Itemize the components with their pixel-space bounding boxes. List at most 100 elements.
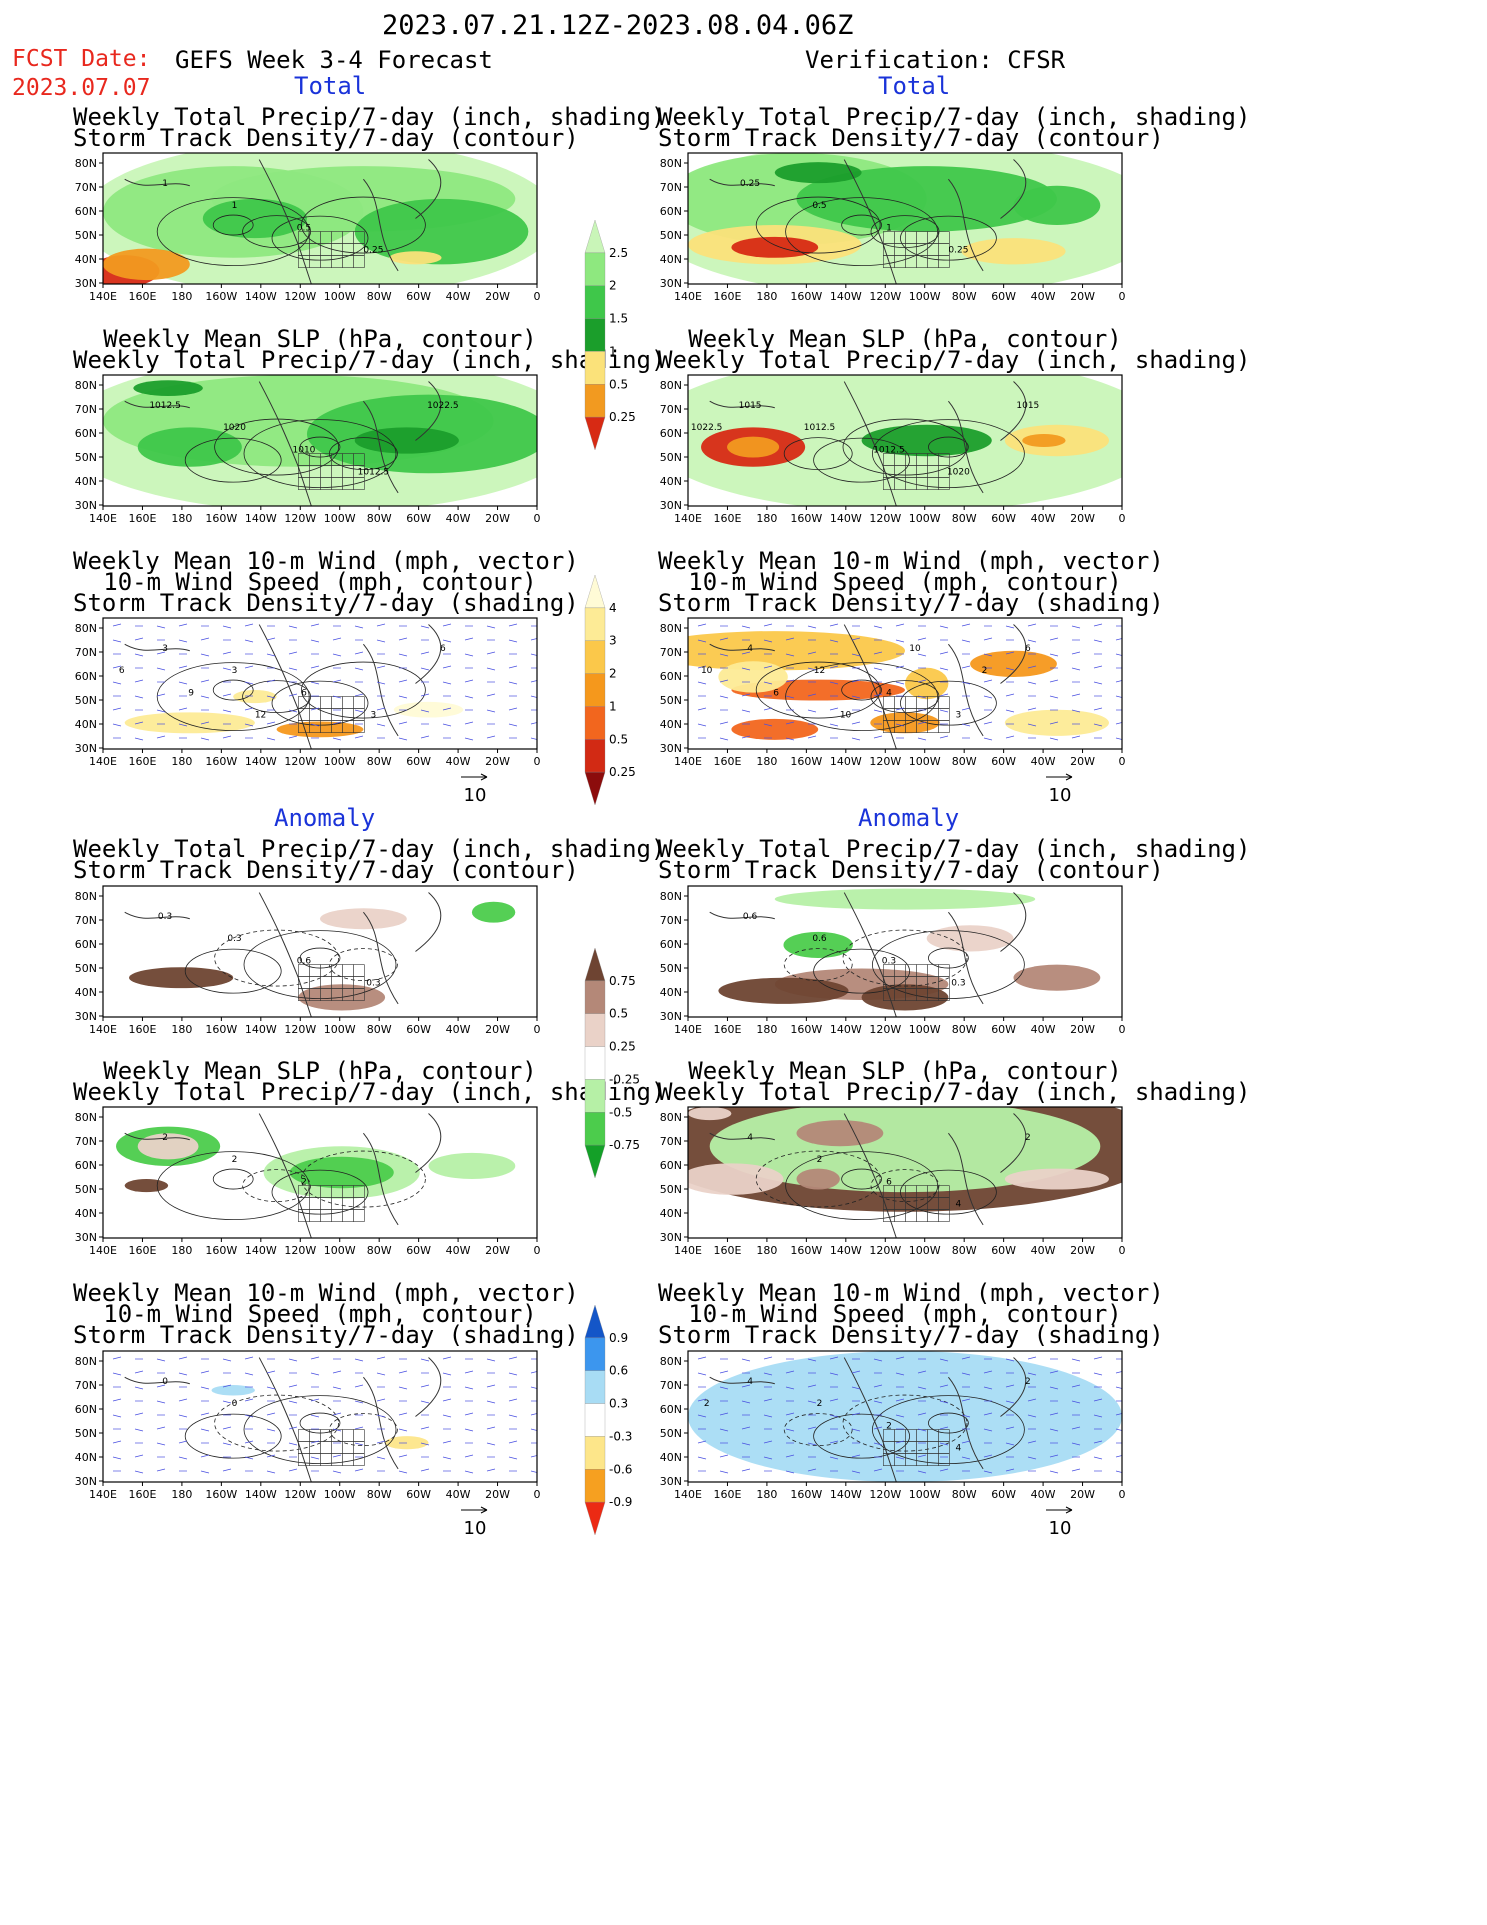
contour-line — [841, 1168, 883, 1190]
contour-label: 1015 — [1016, 401, 1039, 411]
lat-label: 40N — [660, 1451, 682, 1464]
lon-label: 60W — [406, 1244, 431, 1257]
colorbar-label: 1.5 — [609, 312, 628, 326]
wind-vector — [961, 623, 971, 627]
lon-label: 140W — [830, 1244, 862, 1257]
contour-label: 1012.5 — [149, 401, 181, 411]
contour-line — [783, 948, 853, 981]
lon-label: 140W — [830, 1023, 862, 1036]
lat-label: 60N — [75, 938, 97, 951]
colorbar-label: -0.5 — [609, 1105, 632, 1119]
wind-vector — [310, 681, 320, 685]
lon-label: 160W — [790, 1488, 822, 1501]
wind-vector — [442, 1372, 452, 1376]
colorbar-storm-anom: 0.9 0.6 0.3 -0.3 -0.6 -0.9 — [584, 1305, 632, 1536]
wind-vector — [873, 1442, 883, 1446]
lon-label: 140E — [89, 512, 117, 525]
wind-vector — [486, 709, 496, 713]
lon-label: 0 — [534, 1023, 541, 1036]
wind-vector — [486, 1426, 496, 1430]
wind-vector — [508, 707, 518, 711]
wind-vector — [917, 737, 927, 741]
wind-vector — [1049, 721, 1059, 725]
contour-label: 4 — [747, 1133, 753, 1143]
wind-vector — [873, 709, 883, 713]
shaded-region — [124, 712, 255, 734]
wind-vector — [1093, 1414, 1103, 1418]
lat-label: 50N — [75, 451, 97, 464]
panel-title-line: Storm Track Density/7-day (shading) — [658, 1321, 1164, 1349]
wind-vector — [917, 1370, 927, 1374]
wind-vector — [1115, 737, 1122, 740]
shaded-region — [727, 436, 780, 458]
wind-vector — [741, 709, 751, 713]
contour-label: 0.3 — [227, 934, 241, 944]
contour-label: 2 — [162, 1133, 168, 1143]
wind-vector — [873, 1468, 883, 1472]
wind-vector — [398, 1454, 408, 1458]
lat-label: 50N — [75, 962, 97, 975]
contour-line — [212, 214, 254, 236]
lat-label: 80N — [75, 157, 97, 170]
shaded-region — [861, 984, 949, 1011]
wind-vector — [266, 737, 276, 741]
wind-vector — [873, 1384, 883, 1388]
wind-vector — [508, 1440, 518, 1444]
wind-vector — [983, 1454, 993, 1458]
wind-vector — [917, 1470, 927, 1474]
wind-vector — [1093, 665, 1103, 669]
wind-vector — [464, 679, 474, 683]
lon-label: 160E — [713, 1244, 741, 1257]
section-total-left: Total — [294, 72, 367, 100]
lon-label: 140W — [245, 1488, 277, 1501]
contour-label: 0 — [162, 1377, 168, 1387]
shaded-region — [133, 380, 203, 396]
wind-vector — [508, 681, 518, 685]
wind-vector — [697, 681, 707, 685]
wind-vector — [266, 1428, 276, 1432]
wind-vector — [961, 707, 971, 711]
wind-vector — [376, 1356, 386, 1360]
lat-label: 30N — [75, 742, 97, 755]
wind-vector — [939, 1468, 949, 1472]
contour-label: 1010 — [293, 445, 316, 455]
wind-vector — [939, 735, 949, 739]
wind-vector — [398, 737, 408, 741]
wind-vector — [741, 667, 751, 671]
shaded-region — [389, 251, 442, 265]
wind-vector — [807, 735, 817, 739]
wind-vector — [310, 707, 320, 711]
lat-label: 70N — [660, 403, 682, 416]
lon-label: 160W — [205, 290, 237, 303]
panel-title-line: 10-m Wind Speed (mph, contour) — [688, 568, 1122, 596]
contour-line — [813, 1413, 911, 1459]
wind-vector — [1027, 1456, 1037, 1460]
wind-vector — [983, 695, 993, 699]
wind-vector — [354, 1468, 364, 1472]
lon-label: 20W — [485, 512, 510, 525]
wind-vector — [1027, 1398, 1037, 1402]
lon-label: 20W — [485, 1488, 510, 1501]
right-header: Verification: CFSR — [805, 46, 1066, 74]
shaded-region — [861, 424, 992, 457]
wind-vector — [376, 723, 386, 727]
lat-label: 50N — [660, 1427, 682, 1440]
wind-vector — [398, 721, 408, 725]
wind-vector — [266, 653, 276, 657]
wind-vector — [1049, 1370, 1059, 1374]
lon-label: 40W — [1031, 512, 1056, 525]
lat-label: 80N — [660, 1355, 682, 1368]
wind-vector — [961, 1456, 971, 1460]
wind-vector — [895, 639, 905, 643]
wind-vector — [895, 681, 905, 685]
wind-vector — [288, 1468, 298, 1472]
lon-label: 100W — [324, 512, 356, 525]
shaded-region — [970, 650, 1057, 677]
state-boundary — [938, 255, 950, 268]
wind-vector — [719, 721, 729, 725]
lon-label: 20W — [485, 1244, 510, 1257]
contour-label: 2 — [1025, 1377, 1031, 1387]
wind-vector — [763, 1356, 773, 1360]
